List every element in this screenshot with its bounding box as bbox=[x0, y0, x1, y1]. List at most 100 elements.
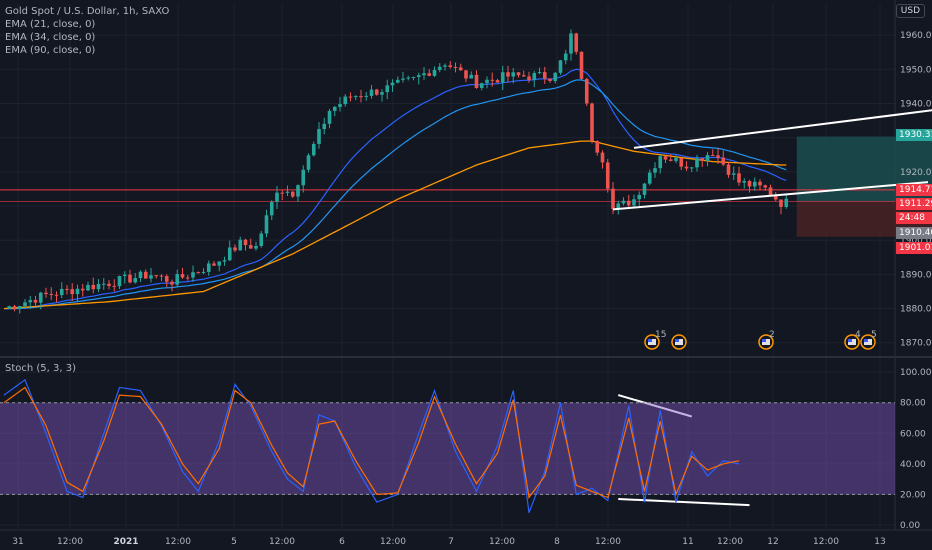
candle-body bbox=[175, 274, 180, 285]
event-count-label: 5 bbox=[871, 330, 877, 340]
candle-body bbox=[91, 284, 96, 290]
candle-body bbox=[28, 299, 33, 303]
candle-body bbox=[721, 157, 726, 165]
time-tick-label: 2021 bbox=[113, 537, 138, 547]
candle-body bbox=[674, 157, 678, 161]
candle-body bbox=[558, 60, 563, 73]
candle-body bbox=[532, 73, 537, 80]
time-axis[interactable]: 31 12:00 2021 12:00 5 12:00 6 12:00 7 12:00 8 12:00… bbox=[12, 537, 885, 547]
candle-body bbox=[395, 79, 400, 83]
candle-body bbox=[653, 168, 657, 173]
candle-body bbox=[710, 155, 715, 157]
stoch-upper-trendline bbox=[617, 394, 693, 418]
event-flag-icon: 5 bbox=[860, 330, 877, 350]
stoch-tick-label: 0.00 bbox=[900, 521, 920, 531]
currency-badge[interactable]: USD bbox=[895, 4, 925, 18]
drawing-annotations[interactable] bbox=[612, 103, 932, 507]
candle-body bbox=[647, 172, 652, 184]
candle-body bbox=[112, 285, 117, 287]
time-tick-label: 5 bbox=[231, 537, 237, 547]
candle-body bbox=[763, 185, 768, 188]
candle-body bbox=[306, 155, 311, 170]
candle-body bbox=[527, 76, 531, 80]
candle-body bbox=[101, 283, 106, 285]
stoch-legend[interactable]: Stoch (5, 3, 3) bbox=[5, 362, 76, 375]
candle-body bbox=[511, 72, 516, 77]
flag-canton bbox=[762, 339, 766, 342]
economic-events[interactable]: 15 2 4 5 bbox=[644, 330, 877, 350]
time-tick-label: 12:00 bbox=[380, 537, 406, 547]
candle-body bbox=[401, 78, 405, 80]
candle-body bbox=[332, 106, 337, 111]
candle-body bbox=[243, 239, 248, 246]
flag-canton bbox=[648, 339, 652, 342]
time-tick-label: 12:00 bbox=[717, 537, 743, 547]
candle-body bbox=[611, 188, 615, 210]
candle-body bbox=[59, 288, 64, 296]
candle-body bbox=[758, 181, 762, 186]
ema-lines bbox=[3, 68, 787, 310]
candle-body bbox=[689, 167, 694, 169]
stoch-k-line bbox=[3, 378, 740, 514]
time-tick-label: 7 bbox=[448, 537, 454, 547]
symbol-title[interactable]: Gold Spot / U.S. Dollar, 1h, SAXO bbox=[5, 6, 170, 17]
candle-body bbox=[684, 166, 689, 169]
candle-body bbox=[17, 306, 22, 310]
stop-price-label: 1901.01 bbox=[896, 242, 932, 254]
upper-trendline bbox=[633, 109, 932, 149]
candle-body bbox=[469, 74, 474, 79]
candle-body bbox=[658, 156, 663, 169]
candle-body bbox=[138, 271, 143, 279]
candle-body bbox=[521, 75, 526, 77]
candle-body bbox=[406, 77, 411, 79]
event-flag-icon bbox=[671, 334, 687, 350]
time-tick-label: 11 bbox=[682, 537, 693, 547]
candle-body bbox=[574, 33, 579, 52]
candle-body bbox=[275, 192, 279, 202]
candle-body bbox=[679, 157, 684, 167]
candle-body bbox=[154, 275, 159, 277]
time-tick-label: 12:00 bbox=[489, 537, 515, 547]
candle-body bbox=[731, 173, 736, 175]
candle-body bbox=[364, 95, 369, 97]
candle-body bbox=[75, 288, 80, 295]
candle-body bbox=[117, 276, 122, 287]
price-axis[interactable]: 1870.001880.001890.001900.001910.001920.… bbox=[900, 31, 932, 531]
candle-body bbox=[70, 289, 75, 295]
candle-body bbox=[280, 192, 285, 194]
current-price-label: 1910.40 bbox=[896, 227, 932, 239]
candle-body bbox=[427, 73, 432, 76]
candle-body bbox=[500, 72, 505, 83]
candle-body bbox=[548, 78, 552, 81]
candlesticks bbox=[7, 29, 789, 314]
ema34-legend[interactable]: EMA (34, close, 0) bbox=[5, 32, 96, 43]
event-count-label: 2 bbox=[769, 330, 775, 340]
candle-body bbox=[537, 72, 542, 74]
candle-body bbox=[80, 288, 85, 291]
event-count-label: 15 bbox=[655, 330, 666, 340]
candle-body bbox=[128, 274, 132, 283]
candle-body bbox=[448, 65, 453, 67]
event-flag-icon: 4 bbox=[844, 330, 861, 350]
stoch-tick-label: 80.00 bbox=[900, 399, 926, 409]
candle-body bbox=[185, 277, 190, 279]
candle-body bbox=[23, 302, 27, 307]
time-tick-label: 12:00 bbox=[813, 537, 839, 547]
candle-body bbox=[122, 274, 127, 277]
flag-canton bbox=[864, 339, 868, 342]
stoch-title[interactable]: Stoch (5, 3, 3) bbox=[5, 363, 77, 374]
candle-body bbox=[206, 263, 211, 272]
candle-body bbox=[238, 239, 243, 251]
candle-body bbox=[390, 82, 395, 86]
ema21-line bbox=[3, 68, 787, 310]
ema21-legend[interactable]: EMA (21, close, 0) bbox=[5, 19, 96, 30]
price-tick-label: 1870.00 bbox=[900, 339, 932, 349]
price-tick-label: 1880.00 bbox=[900, 305, 932, 315]
candle-body bbox=[7, 306, 12, 309]
candle-body bbox=[159, 275, 164, 277]
entry-price-label: 1911.29 bbox=[896, 198, 932, 210]
stoch-tick-label: 100.00 bbox=[900, 368, 932, 378]
ema90-legend[interactable]: EMA (90, close, 0) bbox=[5, 45, 96, 56]
candle-body bbox=[44, 292, 48, 294]
